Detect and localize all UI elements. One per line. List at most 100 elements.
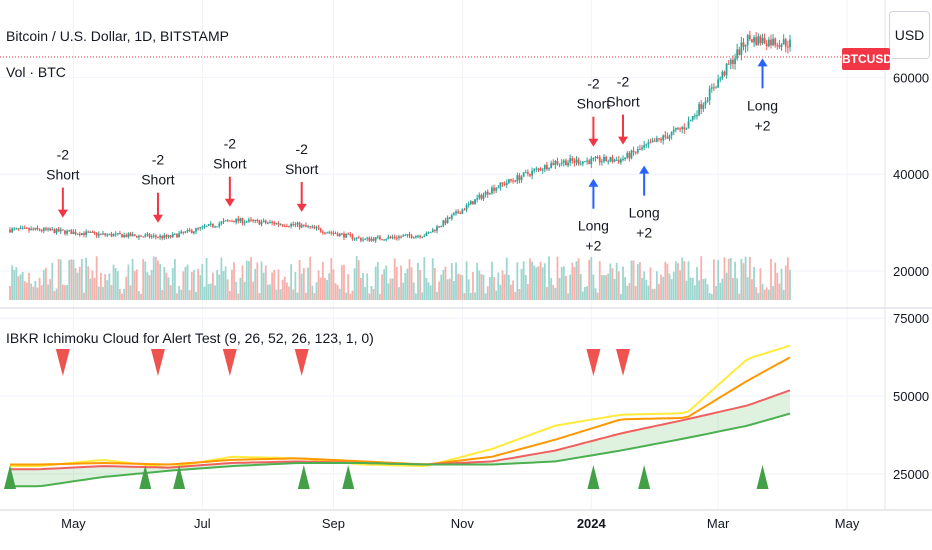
candle-body (412, 237, 415, 239)
volume-bar (173, 259, 176, 300)
volume-bar (586, 286, 588, 300)
candle-body (222, 221, 225, 223)
volume-bar (224, 266, 227, 300)
candle-body (70, 230, 73, 235)
candle-body (269, 221, 271, 223)
volume-bar (573, 267, 576, 300)
volume-bar (577, 258, 580, 300)
candle-body (670, 131, 673, 136)
volume-bar (214, 285, 216, 300)
candle-body (309, 226, 312, 228)
indicator-line (10, 356, 791, 466)
candle-body (685, 128, 688, 130)
candle-body (49, 228, 52, 231)
candle-body (40, 230, 43, 232)
volume-bar (744, 256, 747, 300)
volume-bar (406, 268, 409, 300)
volume-bar (334, 283, 337, 300)
volume-bar (362, 273, 364, 300)
volume-bar (789, 269, 791, 300)
candle-body (171, 234, 174, 238)
short-text-label: Short (213, 156, 247, 172)
volume-bar (355, 256, 358, 300)
volume-bar (138, 291, 140, 300)
candle-body (376, 236, 379, 238)
candle-body (649, 142, 652, 144)
volume-bar (727, 258, 730, 300)
volume-bar (706, 284, 709, 300)
candle-body (402, 235, 405, 237)
volume-bar (72, 259, 75, 300)
candle-body (727, 63, 730, 65)
candle-body (715, 87, 717, 89)
candle-body (258, 220, 261, 225)
volume-bar (220, 257, 223, 300)
candle-body (97, 233, 100, 236)
short-qty-label: -2 (57, 147, 70, 163)
candle-body (723, 71, 726, 76)
candle-body (406, 234, 409, 236)
candle-body (786, 46, 789, 48)
volume-bar (748, 256, 751, 300)
candle-body (626, 152, 629, 158)
candle-body (503, 183, 506, 185)
volume-bar (486, 286, 489, 300)
volume-bar (199, 274, 202, 300)
volume-bar (653, 288, 656, 300)
volume-bar (294, 271, 297, 300)
candle-body (689, 119, 692, 122)
candle-body (474, 199, 476, 205)
volume-bar (647, 285, 650, 300)
volume-bar (391, 278, 394, 300)
volume-bar (76, 272, 79, 300)
candle-body (763, 37, 766, 44)
candle-body (713, 87, 715, 89)
volume-bar (450, 263, 453, 300)
candle-body (9, 229, 11, 233)
volume-bar (159, 264, 161, 300)
candle-body (167, 235, 170, 237)
candle-body (609, 157, 612, 162)
candle-body (478, 194, 481, 198)
candle-body (611, 157, 614, 162)
candle-body (15, 228, 18, 230)
volume-bar (499, 284, 502, 300)
candle-body (283, 225, 286, 227)
candle-body (85, 231, 87, 235)
volume-bar (97, 286, 100, 300)
candle-body (573, 160, 576, 163)
volume-bar (197, 268, 200, 300)
candle-body (423, 235, 426, 237)
volume-bar (368, 293, 371, 300)
volume-bar (121, 293, 123, 300)
candle-body (457, 211, 460, 213)
volume-bar (438, 281, 441, 300)
volume-bar (144, 261, 147, 300)
candle-body (554, 161, 557, 166)
candle-body (391, 237, 394, 239)
volume-bar (167, 277, 170, 300)
candle-body (277, 223, 280, 225)
time-tick-label: Mar (707, 516, 730, 531)
volume-bar (307, 267, 309, 300)
candle-body (660, 138, 662, 141)
candle-body (216, 226, 219, 228)
candle-body (152, 235, 155, 237)
volume-bar (273, 269, 276, 300)
volume-bar (689, 277, 692, 300)
volume-bar (30, 283, 33, 300)
volume-bar (778, 283, 781, 300)
candle-body (362, 239, 364, 241)
volume-bar (431, 258, 434, 300)
candle-body (313, 226, 316, 229)
volume-bar (321, 262, 324, 300)
short-arrow-head (152, 214, 163, 223)
currency-button[interactable]: USD (889, 11, 930, 59)
candle-body (119, 233, 121, 235)
candle-body (419, 235, 421, 238)
long-text-label: Long (747, 97, 778, 113)
candle-body (725, 63, 728, 76)
volume-bar (311, 285, 314, 300)
volume-bar (260, 261, 263, 300)
